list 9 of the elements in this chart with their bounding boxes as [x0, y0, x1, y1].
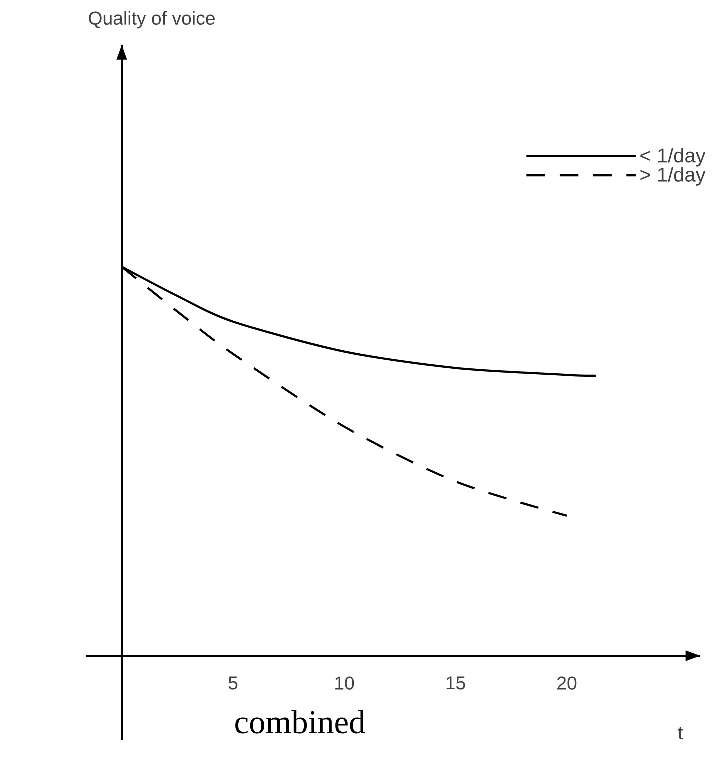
x-tick-label: 5 — [228, 676, 238, 690]
x-tick-label: 20 — [558, 676, 577, 690]
text: > 1/day — [640, 167, 706, 186]
x-axis-title: t — [678, 727, 684, 740]
x-tick-label: 10 — [336, 676, 354, 690]
text: combined — [236, 710, 366, 734]
x-tick-label: 15 — [446, 676, 466, 690]
text: Quality of voice — [89, 11, 215, 29]
text: < 1/day — [640, 148, 706, 167]
